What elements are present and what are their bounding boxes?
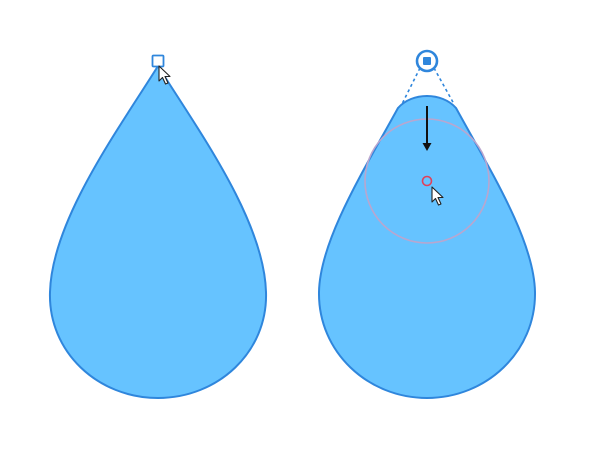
- selected-handle-icon[interactable]: [415, 49, 439, 73]
- square-handle-icon[interactable]: [151, 54, 165, 68]
- arrow-down-icon: [422, 143, 432, 151]
- mouse-pointer-icon: [158, 65, 171, 85]
- right-panel-rounded: [317, 49, 537, 400]
- teardrop-shape-sharp[interactable]: [48, 64, 268, 400]
- teardrop-shape-rounded[interactable]: [317, 95, 537, 400]
- guide-line-left: [401, 67, 421, 105]
- mouse-pointer-icon-right: [431, 186, 444, 206]
- center-point-icon: [421, 175, 433, 187]
- left-panel-sharp: [48, 54, 268, 400]
- guide-line-right: [433, 67, 455, 105]
